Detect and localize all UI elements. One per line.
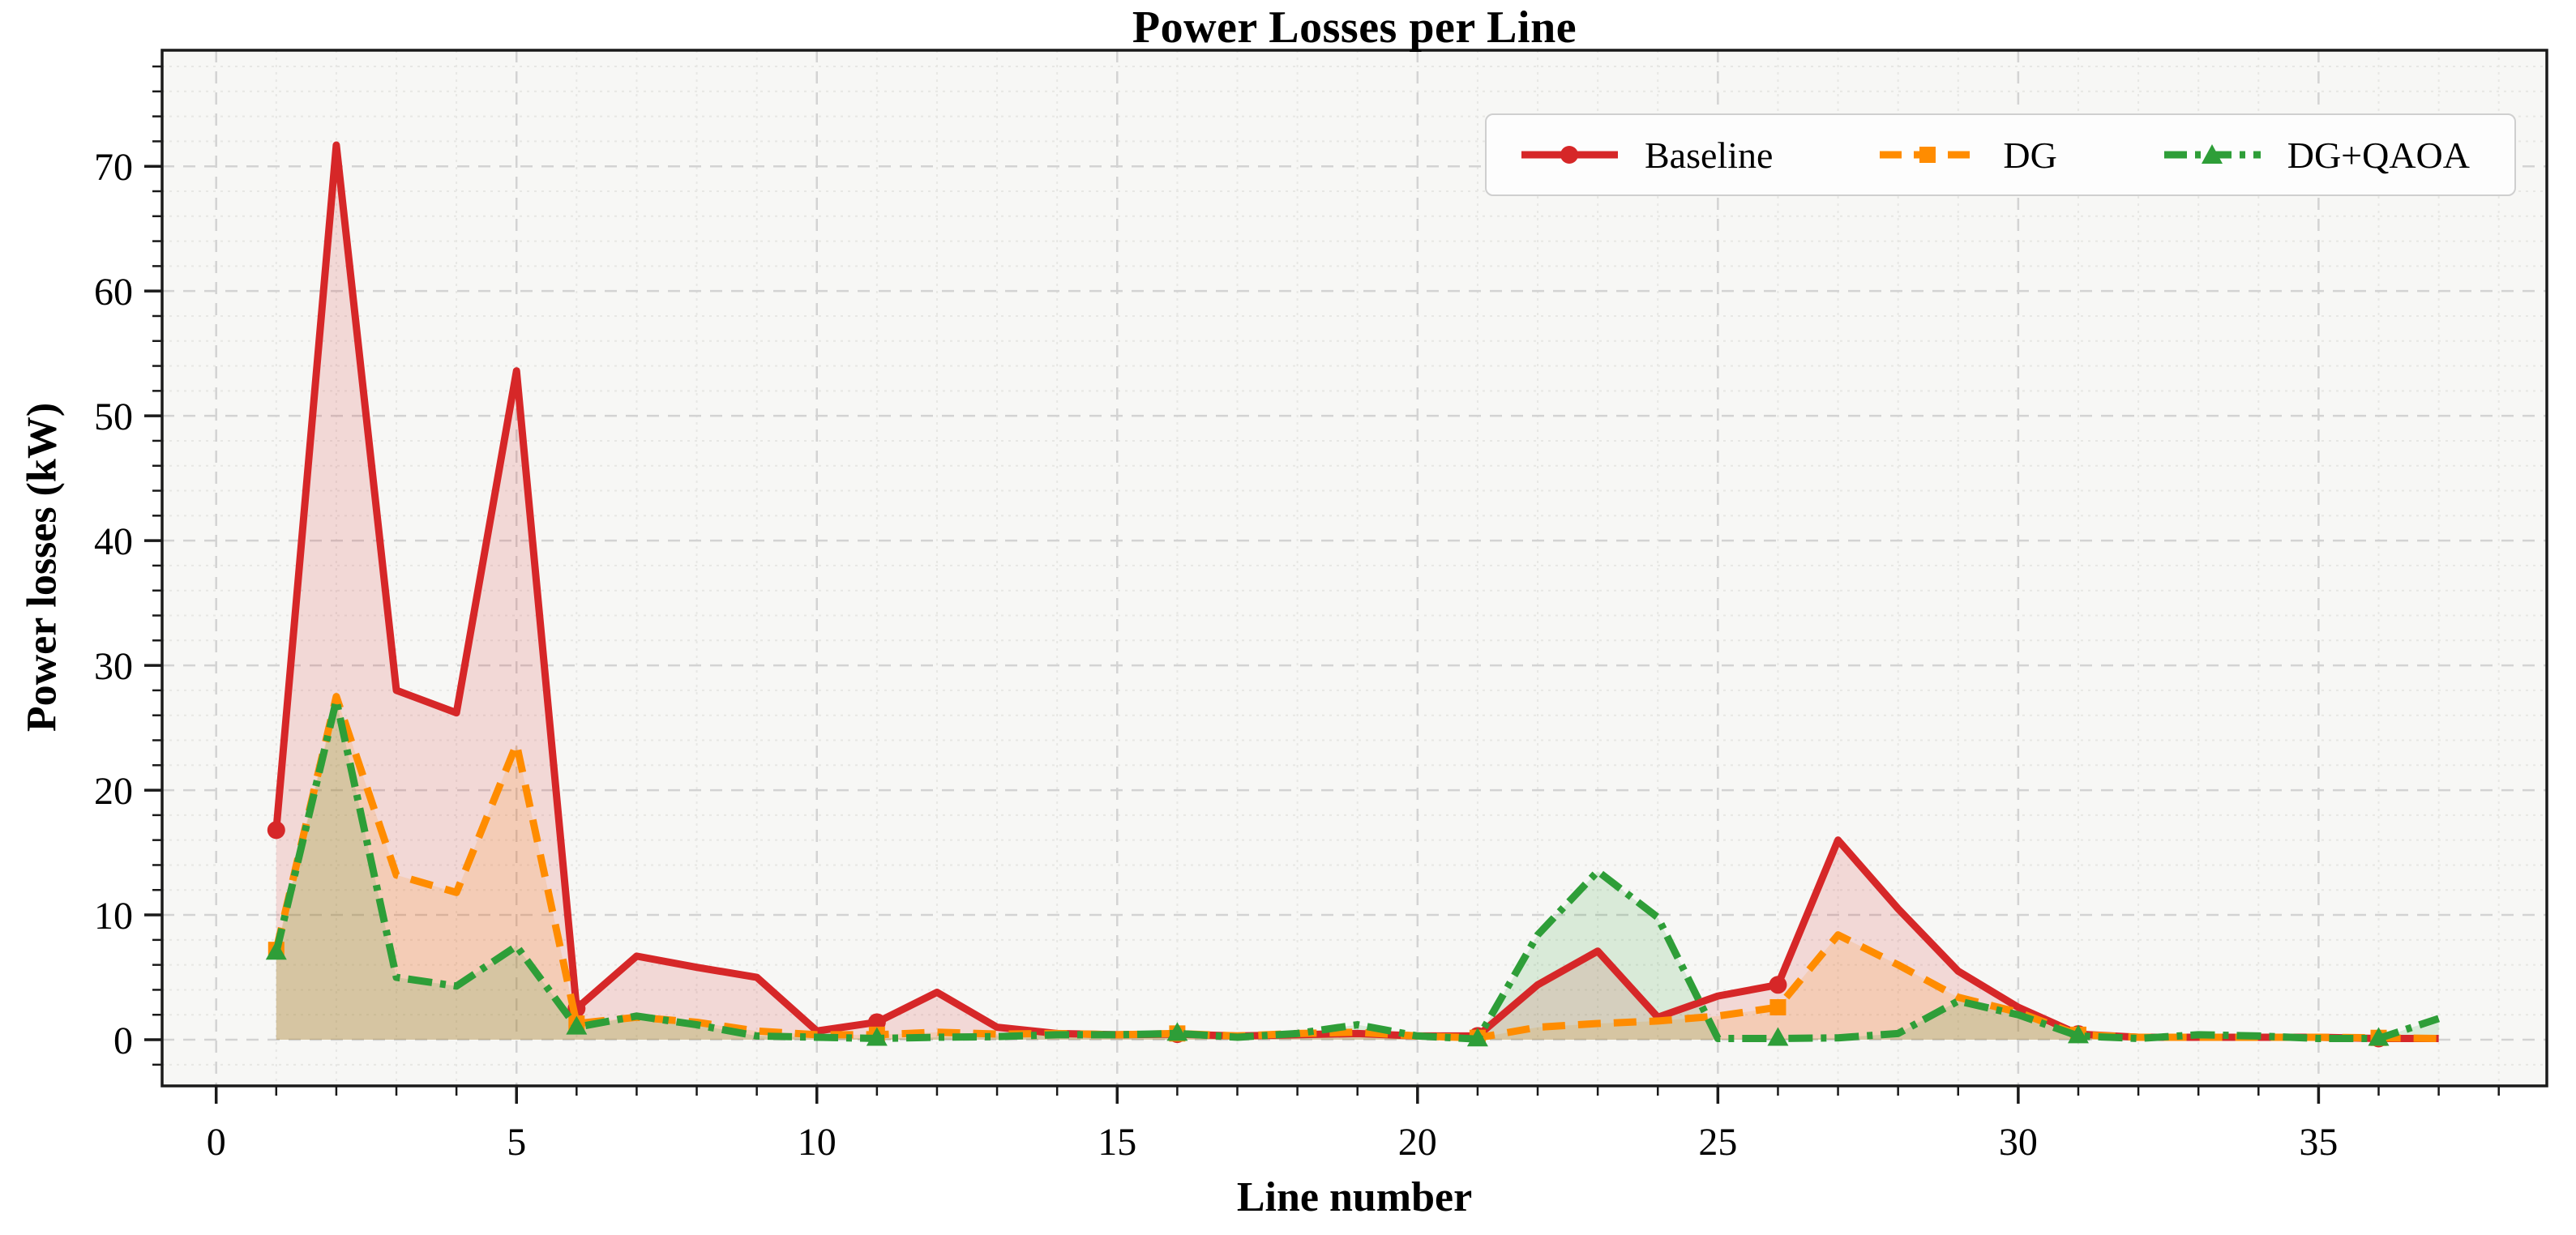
x-axis-label: Line number: [1236, 1174, 1473, 1220]
legend-dg-line-icon: [1880, 147, 1977, 163]
y-tick-label: 20: [94, 770, 133, 813]
legend-baseline-line-icon: [1521, 146, 1618, 164]
minor-gridlines: [162, 50, 2547, 1086]
chart-title: Power Losses per Line: [1132, 2, 1577, 53]
y-tick-label: 50: [94, 395, 133, 438]
y-tick-label: 40: [94, 520, 133, 563]
legend-label-baseline: Baseline: [1645, 134, 1774, 176]
series-markers-dg-qaoa: [265, 941, 2390, 1047]
x-tick-label: 15: [1098, 1121, 1136, 1164]
series-fill-baseline: [276, 145, 2439, 1041]
series-fill-dg-qaoa: [276, 700, 2439, 1041]
y-tick-label: 60: [94, 271, 133, 314]
x-tick-label: 5: [507, 1121, 526, 1164]
y-tick-label: 70: [94, 146, 133, 189]
x-tick-label: 10: [798, 1121, 837, 1164]
legend-label-dg: DG: [2003, 134, 2057, 176]
legend-item-dg-qaoa: DG+QAOA: [2162, 134, 2470, 177]
x-tick-label: 30: [1999, 1121, 2038, 1164]
y-tick-label: 10: [94, 895, 133, 938]
axis-spines: [160, 49, 2548, 1088]
x-tick-label: 25: [1698, 1121, 1737, 1164]
x-tick-label: 0: [207, 1121, 226, 1164]
y-axis-label: Power losses (kW): [19, 402, 66, 733]
series-fill-dg: [276, 696, 2439, 1041]
y-tick-labels: 0 10 20 30 40 50 60 70: [94, 146, 133, 1062]
legend-item-baseline: Baseline: [1519, 134, 1773, 177]
plot-background: [162, 50, 2547, 1086]
x-tick-label: 35: [2299, 1121, 2338, 1164]
y-tick-label: 0: [113, 1019, 133, 1062]
x-tick-label: 20: [1398, 1121, 1437, 1164]
series-line-dg-qaoa: [272, 696, 2441, 1043]
legend: Baseline DG DG+QAOA: [1485, 113, 2516, 196]
y-tick-label: 30: [94, 645, 133, 688]
legend-label-dg-qaoa: DG+QAOA: [2287, 134, 2470, 176]
axis-ticks: [144, 65, 2500, 1104]
legend-item-dg: DG: [1877, 134, 2057, 177]
legend-dg-qaoa-line-icon: [2163, 144, 2261, 164]
x-tick-labels: 0 5 10 15 20 25 30 35: [207, 1121, 2339, 1164]
